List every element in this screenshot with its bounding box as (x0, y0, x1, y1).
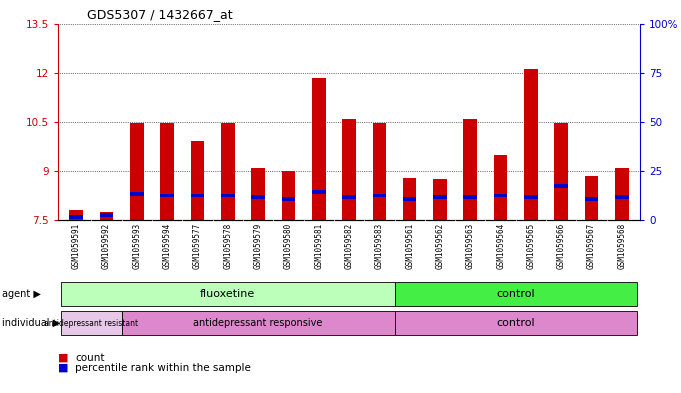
Text: GSM1059593: GSM1059593 (132, 223, 141, 269)
Text: control: control (496, 318, 535, 328)
Bar (130, 192, 144, 196)
Text: GSM1059578: GSM1059578 (223, 223, 232, 269)
Text: GSM1059565: GSM1059565 (526, 223, 535, 269)
Text: GSM1059567: GSM1059567 (587, 223, 596, 269)
Text: control: control (496, 289, 535, 299)
Bar (494, 194, 507, 198)
Bar (130, 123, 144, 220)
Text: GSM1059568: GSM1059568 (618, 223, 627, 269)
Bar (191, 194, 204, 198)
Text: ■: ■ (58, 363, 68, 373)
Bar (312, 190, 326, 194)
Bar (99, 213, 113, 217)
Bar (615, 168, 629, 220)
Bar (160, 123, 174, 220)
Text: GSM1059566: GSM1059566 (557, 223, 566, 269)
Text: antidepressant responsive: antidepressant responsive (193, 318, 323, 328)
Bar (342, 195, 356, 199)
Bar (585, 197, 599, 201)
Text: ■: ■ (58, 353, 68, 363)
Text: GSM1059561: GSM1059561 (405, 223, 414, 269)
Bar (615, 195, 629, 199)
Bar (394, 311, 637, 335)
Text: GSM1059592: GSM1059592 (102, 223, 111, 269)
Text: GSM1059577: GSM1059577 (193, 223, 202, 269)
Bar (312, 78, 326, 220)
Text: individual ▶: individual ▶ (2, 318, 60, 328)
Text: GSM1059583: GSM1059583 (375, 223, 384, 269)
Bar (99, 212, 113, 220)
Bar (251, 195, 265, 199)
Text: antidepressant resistant: antidepressant resistant (44, 319, 138, 327)
Text: fluoxetine: fluoxetine (200, 289, 255, 299)
Text: GSM1059591: GSM1059591 (72, 223, 80, 269)
Text: GSM1059564: GSM1059564 (496, 223, 505, 269)
Bar (585, 176, 599, 220)
Bar (524, 195, 538, 199)
Bar (524, 70, 538, 220)
Bar (251, 168, 265, 220)
Bar (394, 282, 637, 307)
Bar (61, 282, 394, 307)
Text: GSM1059563: GSM1059563 (466, 223, 475, 269)
Bar (494, 154, 507, 220)
Text: count: count (75, 353, 104, 363)
Bar (403, 197, 417, 201)
Bar (433, 195, 447, 199)
Bar (281, 171, 295, 220)
Bar (221, 123, 234, 220)
Bar (191, 141, 204, 220)
Bar (464, 119, 477, 220)
Text: GSM1059579: GSM1059579 (253, 223, 263, 269)
Bar (281, 197, 295, 201)
Text: GDS5307 / 1432667_at: GDS5307 / 1432667_at (87, 8, 233, 21)
Text: GSM1059580: GSM1059580 (284, 223, 293, 269)
Bar (61, 311, 122, 335)
Bar (554, 184, 568, 188)
Bar (160, 194, 174, 198)
Bar (403, 178, 417, 220)
Bar (122, 311, 394, 335)
Bar (221, 194, 234, 198)
Bar (342, 119, 356, 220)
Text: GSM1059562: GSM1059562 (435, 223, 445, 269)
Bar (464, 195, 477, 199)
Bar (69, 210, 83, 220)
Bar (433, 179, 447, 220)
Bar (69, 215, 83, 219)
Bar (373, 194, 386, 198)
Text: GSM1059582: GSM1059582 (345, 223, 353, 269)
Bar (554, 123, 568, 220)
Text: GSM1059581: GSM1059581 (314, 223, 323, 269)
Text: GSM1059594: GSM1059594 (163, 223, 172, 269)
Bar (373, 123, 386, 220)
Text: percentile rank within the sample: percentile rank within the sample (75, 363, 251, 373)
Text: agent ▶: agent ▶ (2, 289, 41, 299)
